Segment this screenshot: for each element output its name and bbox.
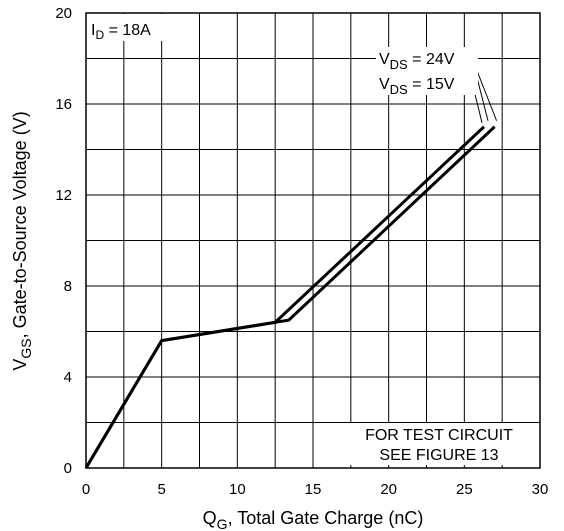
tick-labels: 0 5 10 15 20 25 30 0 4 8 12 16 20 — [55, 5, 548, 498]
y-tick-label: 20 — [55, 5, 72, 22]
id-annotation: ID = 18A — [91, 22, 151, 42]
y-tick-label: 0 — [64, 460, 72, 477]
y-tick-label: 8 — [64, 278, 72, 295]
y-tick-label: 4 — [64, 369, 72, 386]
series-line-vds-24v — [84, 125, 486, 469]
legend-entry-15v: VDS = 15V — [379, 76, 455, 97]
x-tick-label: 10 — [229, 481, 246, 498]
test-circuit-box — [341, 423, 537, 465]
series-lines — [84, 125, 496, 469]
x-tick-label: 0 — [82, 481, 90, 498]
test-circuit-line-1: FOR TEST CIRCUIT — [365, 427, 513, 444]
x-tick-label: 30 — [532, 481, 549, 498]
x-tick-label: 5 — [157, 481, 165, 498]
grid — [86, 13, 540, 468]
x-tick-label: 15 — [305, 481, 322, 498]
y-tick-label: 12 — [55, 187, 72, 204]
y-tick-label: 16 — [55, 96, 72, 113]
id-annotation-box — [87, 14, 182, 41]
x-axis-label: QG, Total Gate Charge (nC) — [203, 508, 424, 531]
legend-box — [376, 47, 478, 95]
y-axis-label: VGS, Gate-to-Source Voltage (V) — [10, 111, 34, 370]
x-tick-label: 20 — [380, 481, 397, 498]
x-tick-label: 25 — [456, 481, 473, 498]
legend-entry-24v: VDS = 24V — [379, 51, 455, 72]
series-line-vds-15v — [84, 125, 496, 469]
plot-frame — [85, 12, 541, 469]
test-circuit-line-2: SEE FIGURE 13 — [379, 447, 498, 464]
